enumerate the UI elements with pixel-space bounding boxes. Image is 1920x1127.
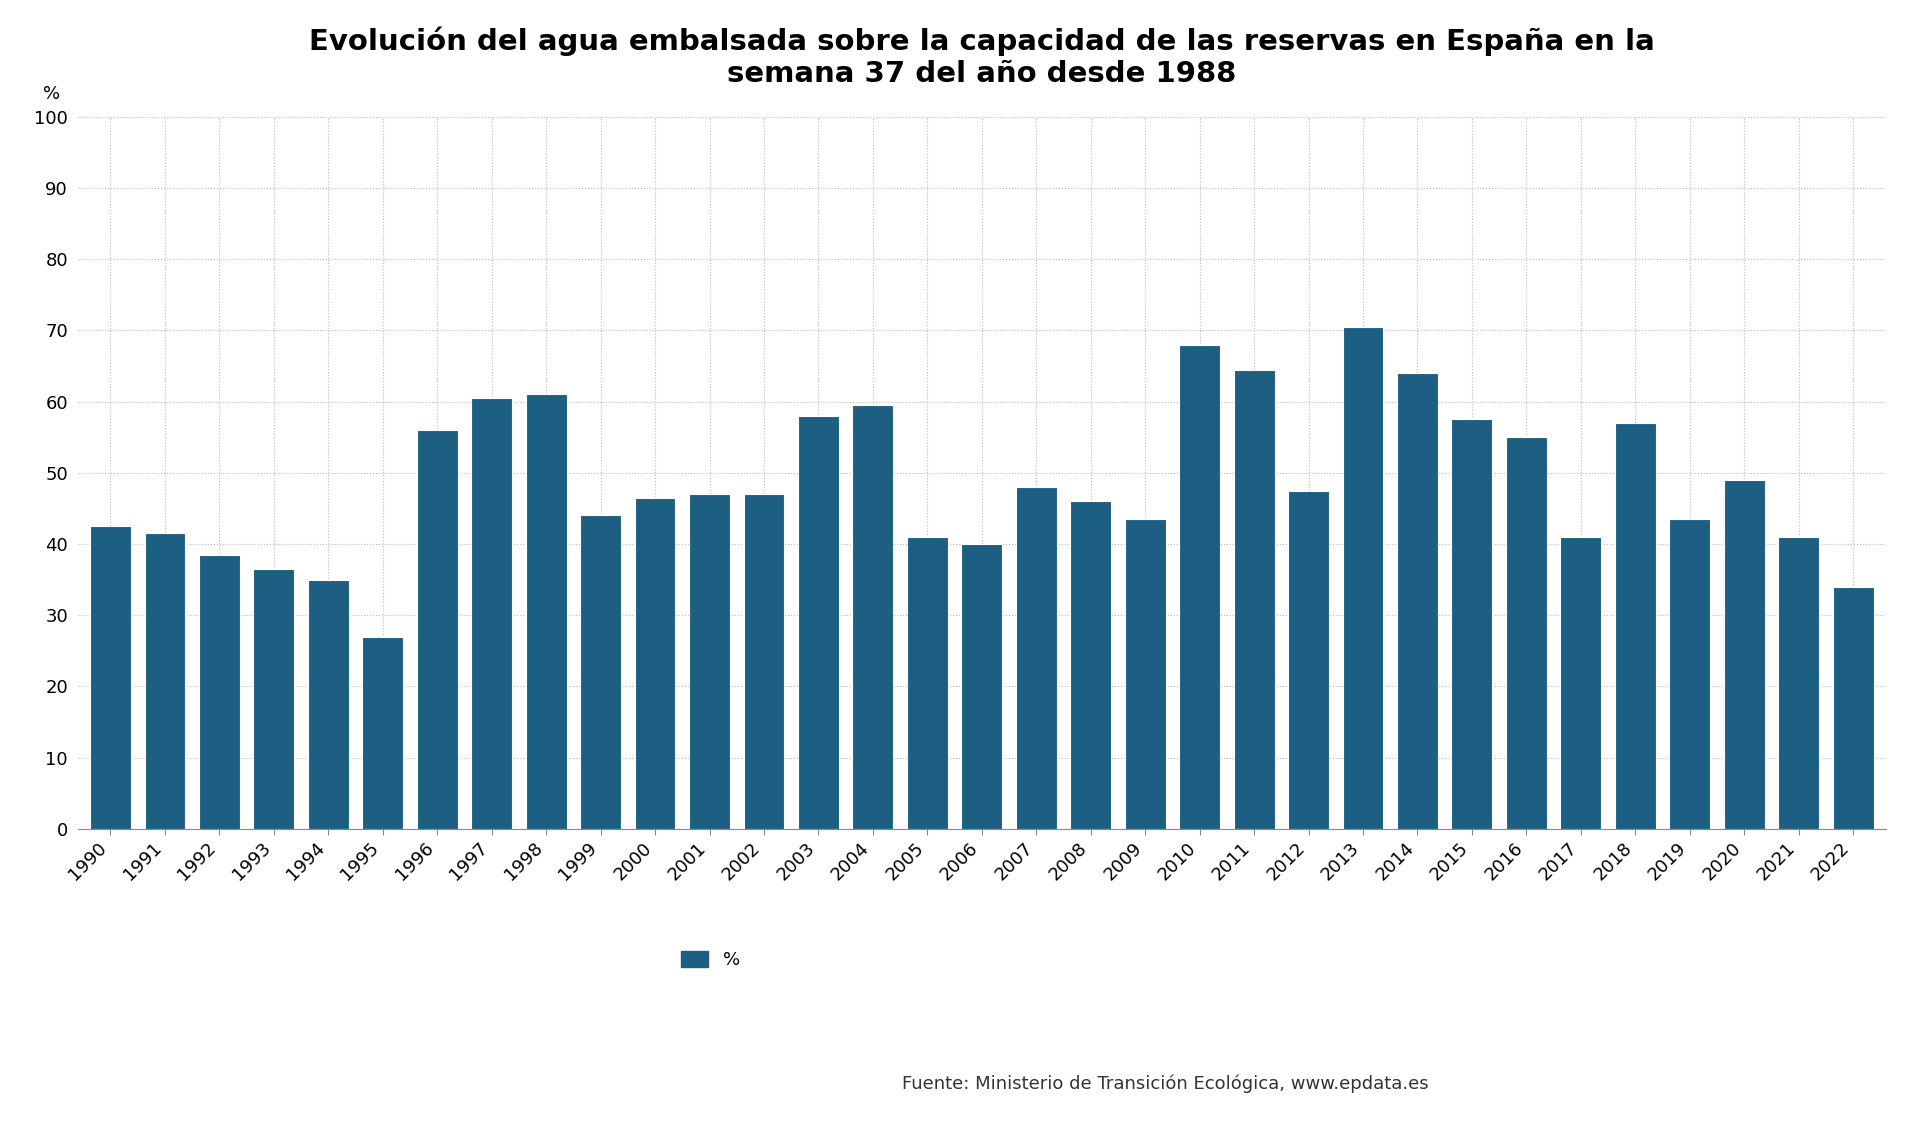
Bar	[1069, 502, 1112, 828]
Bar	[1668, 520, 1711, 828]
Bar	[799, 416, 839, 828]
Bar	[90, 526, 131, 828]
Title: Evolución del agua embalsada sobre la capacidad de las reservas en España en la
: Evolución del agua embalsada sobre la ca…	[309, 26, 1655, 88]
Bar	[417, 431, 457, 828]
Bar	[1724, 480, 1764, 828]
Bar	[253, 569, 294, 828]
Bar	[852, 406, 893, 828]
Bar	[470, 398, 513, 828]
Bar	[200, 554, 240, 828]
Bar	[743, 494, 785, 828]
Bar	[906, 536, 948, 828]
Bar	[1452, 419, 1492, 828]
Bar	[526, 394, 566, 828]
Bar	[1834, 587, 1874, 828]
Bar	[1342, 327, 1384, 828]
Bar	[1016, 487, 1056, 828]
Bar	[363, 637, 403, 828]
Bar	[1179, 345, 1219, 828]
Bar	[1288, 490, 1329, 828]
Bar	[1561, 536, 1601, 828]
Bar	[1398, 373, 1438, 828]
Bar	[1235, 370, 1275, 828]
Bar	[962, 544, 1002, 828]
Bar	[1505, 437, 1548, 828]
Bar	[144, 533, 186, 828]
Legend: %: %	[674, 943, 747, 976]
Bar	[689, 494, 730, 828]
Text: Fuente: Ministerio de Transición Ecológica, www.epdata.es: Fuente: Ministerio de Transición Ecológi…	[902, 1075, 1428, 1093]
Bar	[1615, 423, 1655, 828]
Bar	[580, 515, 620, 828]
Bar	[307, 579, 349, 828]
Bar	[636, 498, 676, 828]
Bar	[1778, 536, 1818, 828]
Bar	[1125, 520, 1165, 828]
Text: %: %	[42, 85, 60, 103]
